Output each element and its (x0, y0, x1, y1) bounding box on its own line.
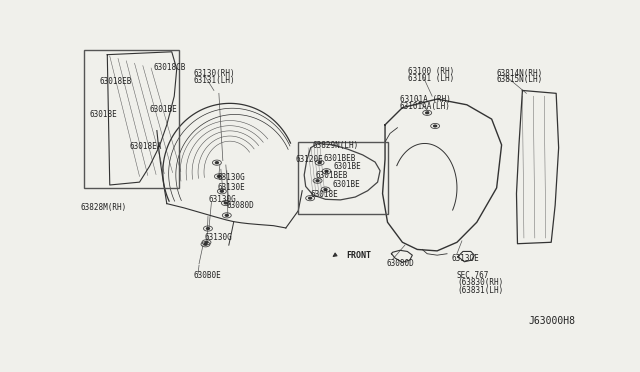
Circle shape (434, 125, 436, 127)
Circle shape (225, 215, 228, 216)
Text: 6301BEB: 6301BEB (316, 171, 348, 180)
Text: 63130(RH): 63130(RH) (193, 69, 235, 78)
Text: J63000H8: J63000H8 (528, 316, 575, 326)
Circle shape (316, 180, 319, 182)
Text: (63830(RH): (63830(RH) (457, 279, 503, 288)
Circle shape (220, 190, 223, 192)
Text: 6313OE: 6313OE (451, 254, 479, 263)
Text: 63018E: 63018E (90, 110, 118, 119)
Text: 63130E: 63130E (218, 183, 246, 192)
Text: 63101A (RH): 63101A (RH) (400, 95, 451, 104)
Text: 6301BEB: 6301BEB (323, 154, 355, 163)
Text: 63130G: 63130G (218, 173, 246, 182)
Circle shape (205, 241, 208, 243)
Circle shape (207, 228, 209, 230)
Circle shape (325, 170, 328, 172)
Text: 63018E: 63018E (310, 190, 339, 199)
Circle shape (426, 112, 429, 114)
Text: 63130G: 63130G (209, 195, 237, 204)
Text: 630B0E: 630B0E (193, 271, 221, 280)
Text: (63831(LH): (63831(LH) (457, 286, 503, 295)
Text: 63100 (RH): 63100 (RH) (408, 67, 454, 76)
Text: 63018CB: 63018CB (154, 63, 186, 72)
Text: 63130G: 63130G (205, 234, 233, 243)
Bar (84, 50, 179, 188)
Text: 63828M(RH): 63828M(RH) (81, 203, 127, 212)
Text: 6301BE: 6301BE (333, 180, 361, 189)
Text: 63101 (LH): 63101 (LH) (408, 74, 454, 83)
Circle shape (308, 197, 312, 199)
Text: 63829N(LH): 63829N(LH) (312, 141, 358, 150)
Text: 63814N(RH): 63814N(RH) (497, 69, 543, 78)
Circle shape (204, 243, 207, 245)
Text: 63815N(LH): 63815N(LH) (497, 76, 543, 84)
Text: 63080D: 63080D (387, 259, 414, 268)
Text: 63131(LH): 63131(LH) (193, 76, 235, 85)
Text: 6301BE: 6301BE (150, 105, 177, 113)
Circle shape (318, 162, 321, 164)
Circle shape (218, 176, 220, 177)
Text: 63018EB: 63018EB (100, 77, 132, 86)
Circle shape (324, 189, 327, 190)
Bar (298, 142, 388, 214)
Text: 63101AA(LH): 63101AA(LH) (400, 102, 451, 111)
Text: 63080D: 63080D (227, 201, 254, 211)
Circle shape (225, 202, 227, 204)
Text: SEC.767: SEC.767 (457, 271, 490, 280)
Text: FRONT: FRONT (346, 251, 371, 260)
Text: 63018EA: 63018EA (129, 142, 162, 151)
Text: 63120E: 63120E (296, 155, 323, 164)
Circle shape (216, 162, 218, 164)
Text: 6301BE: 6301BE (334, 163, 362, 171)
